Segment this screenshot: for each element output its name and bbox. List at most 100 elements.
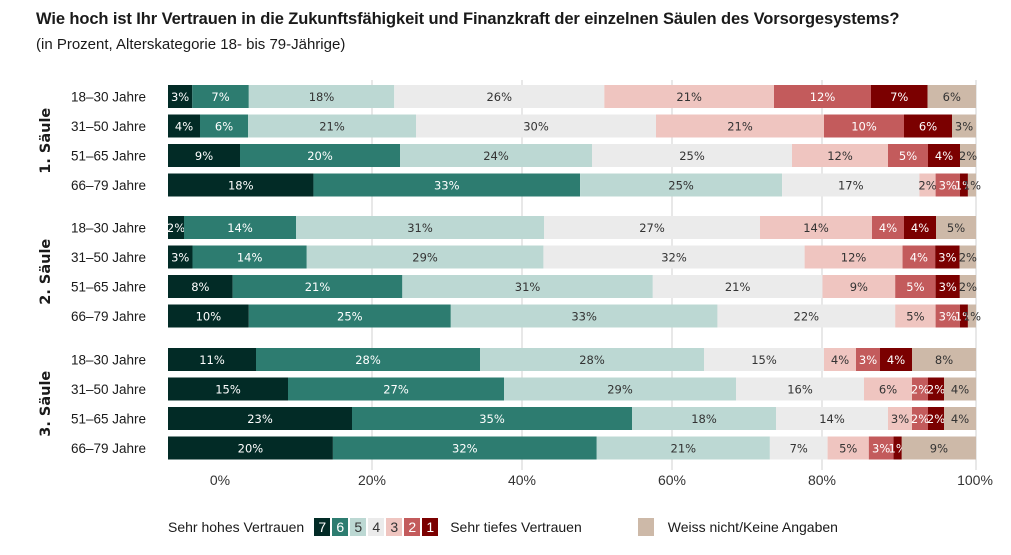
bar-segment-level-1 bbox=[928, 144, 960, 167]
bar-segment-level-3 bbox=[822, 275, 896, 298]
chart-title: Wie hoch ist Ihr Vertrauen in die Zukunf… bbox=[36, 10, 900, 28]
bar-segment-level-1 bbox=[904, 216, 936, 239]
legend-high-label: Sehr hohes Vertrauen bbox=[168, 519, 305, 535]
data-label: 31% bbox=[407, 221, 433, 235]
bar-segment-level-1 bbox=[880, 348, 912, 371]
data-label: 3% bbox=[939, 310, 957, 324]
bar-segment-level-7 bbox=[168, 245, 193, 269]
x-tick-label: 100% bbox=[957, 472, 993, 488]
data-label: 21% bbox=[676, 90, 702, 104]
data-label: 14% bbox=[237, 251, 263, 265]
data-label: 12% bbox=[827, 149, 853, 163]
row-label: 18–30 Jahre bbox=[71, 90, 146, 105]
bar-segment-level-1 bbox=[935, 245, 960, 269]
bar-segment-level-2 bbox=[774, 85, 871, 108]
bar-segment-level-4 bbox=[544, 216, 760, 239]
data-label: 21% bbox=[319, 120, 345, 134]
data-label: 2% bbox=[959, 280, 977, 294]
bar-row: 51–65 Jahre 8% 21% 31% 21% 9% 5% 3% 2% bbox=[71, 275, 977, 298]
bar-segment-dk bbox=[944, 407, 976, 430]
bar-segment-level-1 bbox=[959, 304, 968, 328]
data-label: 2% bbox=[959, 251, 977, 265]
legend-low-label: Sehr tiefes Vertrauen bbox=[450, 519, 582, 535]
bar-segment-level-3 bbox=[827, 436, 869, 460]
group-2: 2. Säule 18–30 Jahre 2% 14% 31% 27% 14% 4% 4% 5% 3… bbox=[38, 216, 981, 328]
x-tick-label: 60% bbox=[658, 472, 686, 488]
data-label: 1% bbox=[963, 310, 981, 324]
data-label: 2% bbox=[959, 149, 977, 163]
bar-segment-level-2 bbox=[888, 144, 928, 167]
data-label: 33% bbox=[571, 310, 597, 324]
data-label: 30% bbox=[523, 120, 549, 134]
data-label: 6% bbox=[215, 120, 233, 134]
bar-row: 31–50 Jahre 3% 14% 29% 32% 12% 4% 3% 2% bbox=[71, 245, 977, 269]
data-label: 9% bbox=[930, 442, 948, 456]
bar-segment-level-6 bbox=[232, 275, 403, 298]
bar-row: 51–65 Jahre 9% 20% 24% 25% 12% 5% 4% 2% bbox=[71, 144, 977, 167]
bar-segment-level-3 bbox=[760, 216, 872, 239]
data-label: 3% bbox=[939, 280, 957, 294]
data-label: 11% bbox=[199, 353, 225, 367]
data-label: 8% bbox=[935, 353, 953, 367]
data-label: 9% bbox=[850, 280, 868, 294]
bar-segment-dk bbox=[960, 144, 976, 167]
legend-swatch-5: 5 bbox=[350, 518, 367, 536]
bar-segment-level-6 bbox=[240, 144, 400, 167]
bar-segment-dk bbox=[952, 114, 976, 138]
data-label: 3% bbox=[171, 90, 189, 104]
data-label: 4% bbox=[831, 353, 849, 367]
data-label: 5% bbox=[899, 149, 917, 163]
bar-segment-level-7 bbox=[168, 304, 249, 328]
legend-swatch-4: 4 bbox=[368, 518, 385, 536]
data-label: 4% bbox=[935, 149, 953, 163]
bar-segment-level-5 bbox=[306, 245, 544, 269]
bar-segment-level-5 bbox=[296, 216, 544, 239]
data-label: 2% bbox=[911, 412, 929, 426]
data-label: 32% bbox=[452, 442, 478, 456]
bar-segment-dk bbox=[912, 348, 976, 371]
bar-segment-level-1 bbox=[959, 173, 968, 197]
data-label: 2% bbox=[918, 179, 936, 193]
data-label: 3% bbox=[939, 179, 957, 193]
bar-segment-level-5 bbox=[400, 144, 592, 167]
data-label: 3% bbox=[872, 442, 890, 456]
data-label: 25% bbox=[679, 149, 705, 163]
bar-row: 51–65 Jahre 23% 35% 18% 14% 3% 2%2% 4% bbox=[71, 407, 976, 430]
bar-segment-level-5 bbox=[596, 436, 770, 460]
bar-segment-level-7 bbox=[168, 144, 240, 167]
bar-row: 18–30 Jahre 11% 28% 28% 15% 4% 3% 4% 8% bbox=[71, 348, 976, 371]
data-label: 15% bbox=[751, 353, 777, 367]
data-label: 17% bbox=[838, 179, 864, 193]
data-label: 1% bbox=[963, 179, 981, 193]
bar-segment-level-4 bbox=[769, 436, 828, 460]
bar-row: 18–30 Jahre 3% 7% 18% 26% 21% 12% 7% 6% bbox=[71, 85, 976, 108]
bar-segment-level-3 bbox=[656, 114, 824, 138]
legend-swatch-3: 3 bbox=[386, 518, 403, 536]
bar-segment-level-6 bbox=[184, 216, 296, 239]
row-label: 51–65 Jahre bbox=[71, 280, 146, 295]
data-label: 2% bbox=[927, 383, 945, 397]
data-label: 4% bbox=[887, 353, 905, 367]
bar-segment-level-2 bbox=[856, 348, 880, 371]
data-label: 8% bbox=[191, 280, 209, 294]
row-label: 18–30 Jahre bbox=[71, 353, 146, 368]
data-label: 21% bbox=[671, 442, 697, 456]
bar-segment-level-4 bbox=[776, 407, 888, 430]
bar-segment-level-7 bbox=[168, 407, 352, 430]
legend-swatch-2: 2 bbox=[404, 518, 421, 536]
bar-segment-level-6 bbox=[248, 304, 451, 328]
data-label: 2% bbox=[927, 412, 945, 426]
bar-segment-level-4 bbox=[592, 144, 792, 167]
row-label: 51–65 Jahre bbox=[71, 412, 146, 427]
bar-segment-dk bbox=[927, 85, 976, 108]
data-label: 3% bbox=[938, 251, 956, 265]
bar-segment-level-3 bbox=[792, 144, 888, 167]
data-label: 18% bbox=[691, 412, 717, 426]
data-label: 4% bbox=[879, 221, 897, 235]
data-label: 20% bbox=[238, 442, 264, 456]
bar-segment-dk bbox=[959, 275, 976, 298]
bar-segment-level-7 bbox=[168, 85, 193, 108]
x-axis: 0% 20% 40% 60% 80% 100% bbox=[210, 472, 993, 488]
bar-segment-level-2 bbox=[868, 436, 894, 460]
